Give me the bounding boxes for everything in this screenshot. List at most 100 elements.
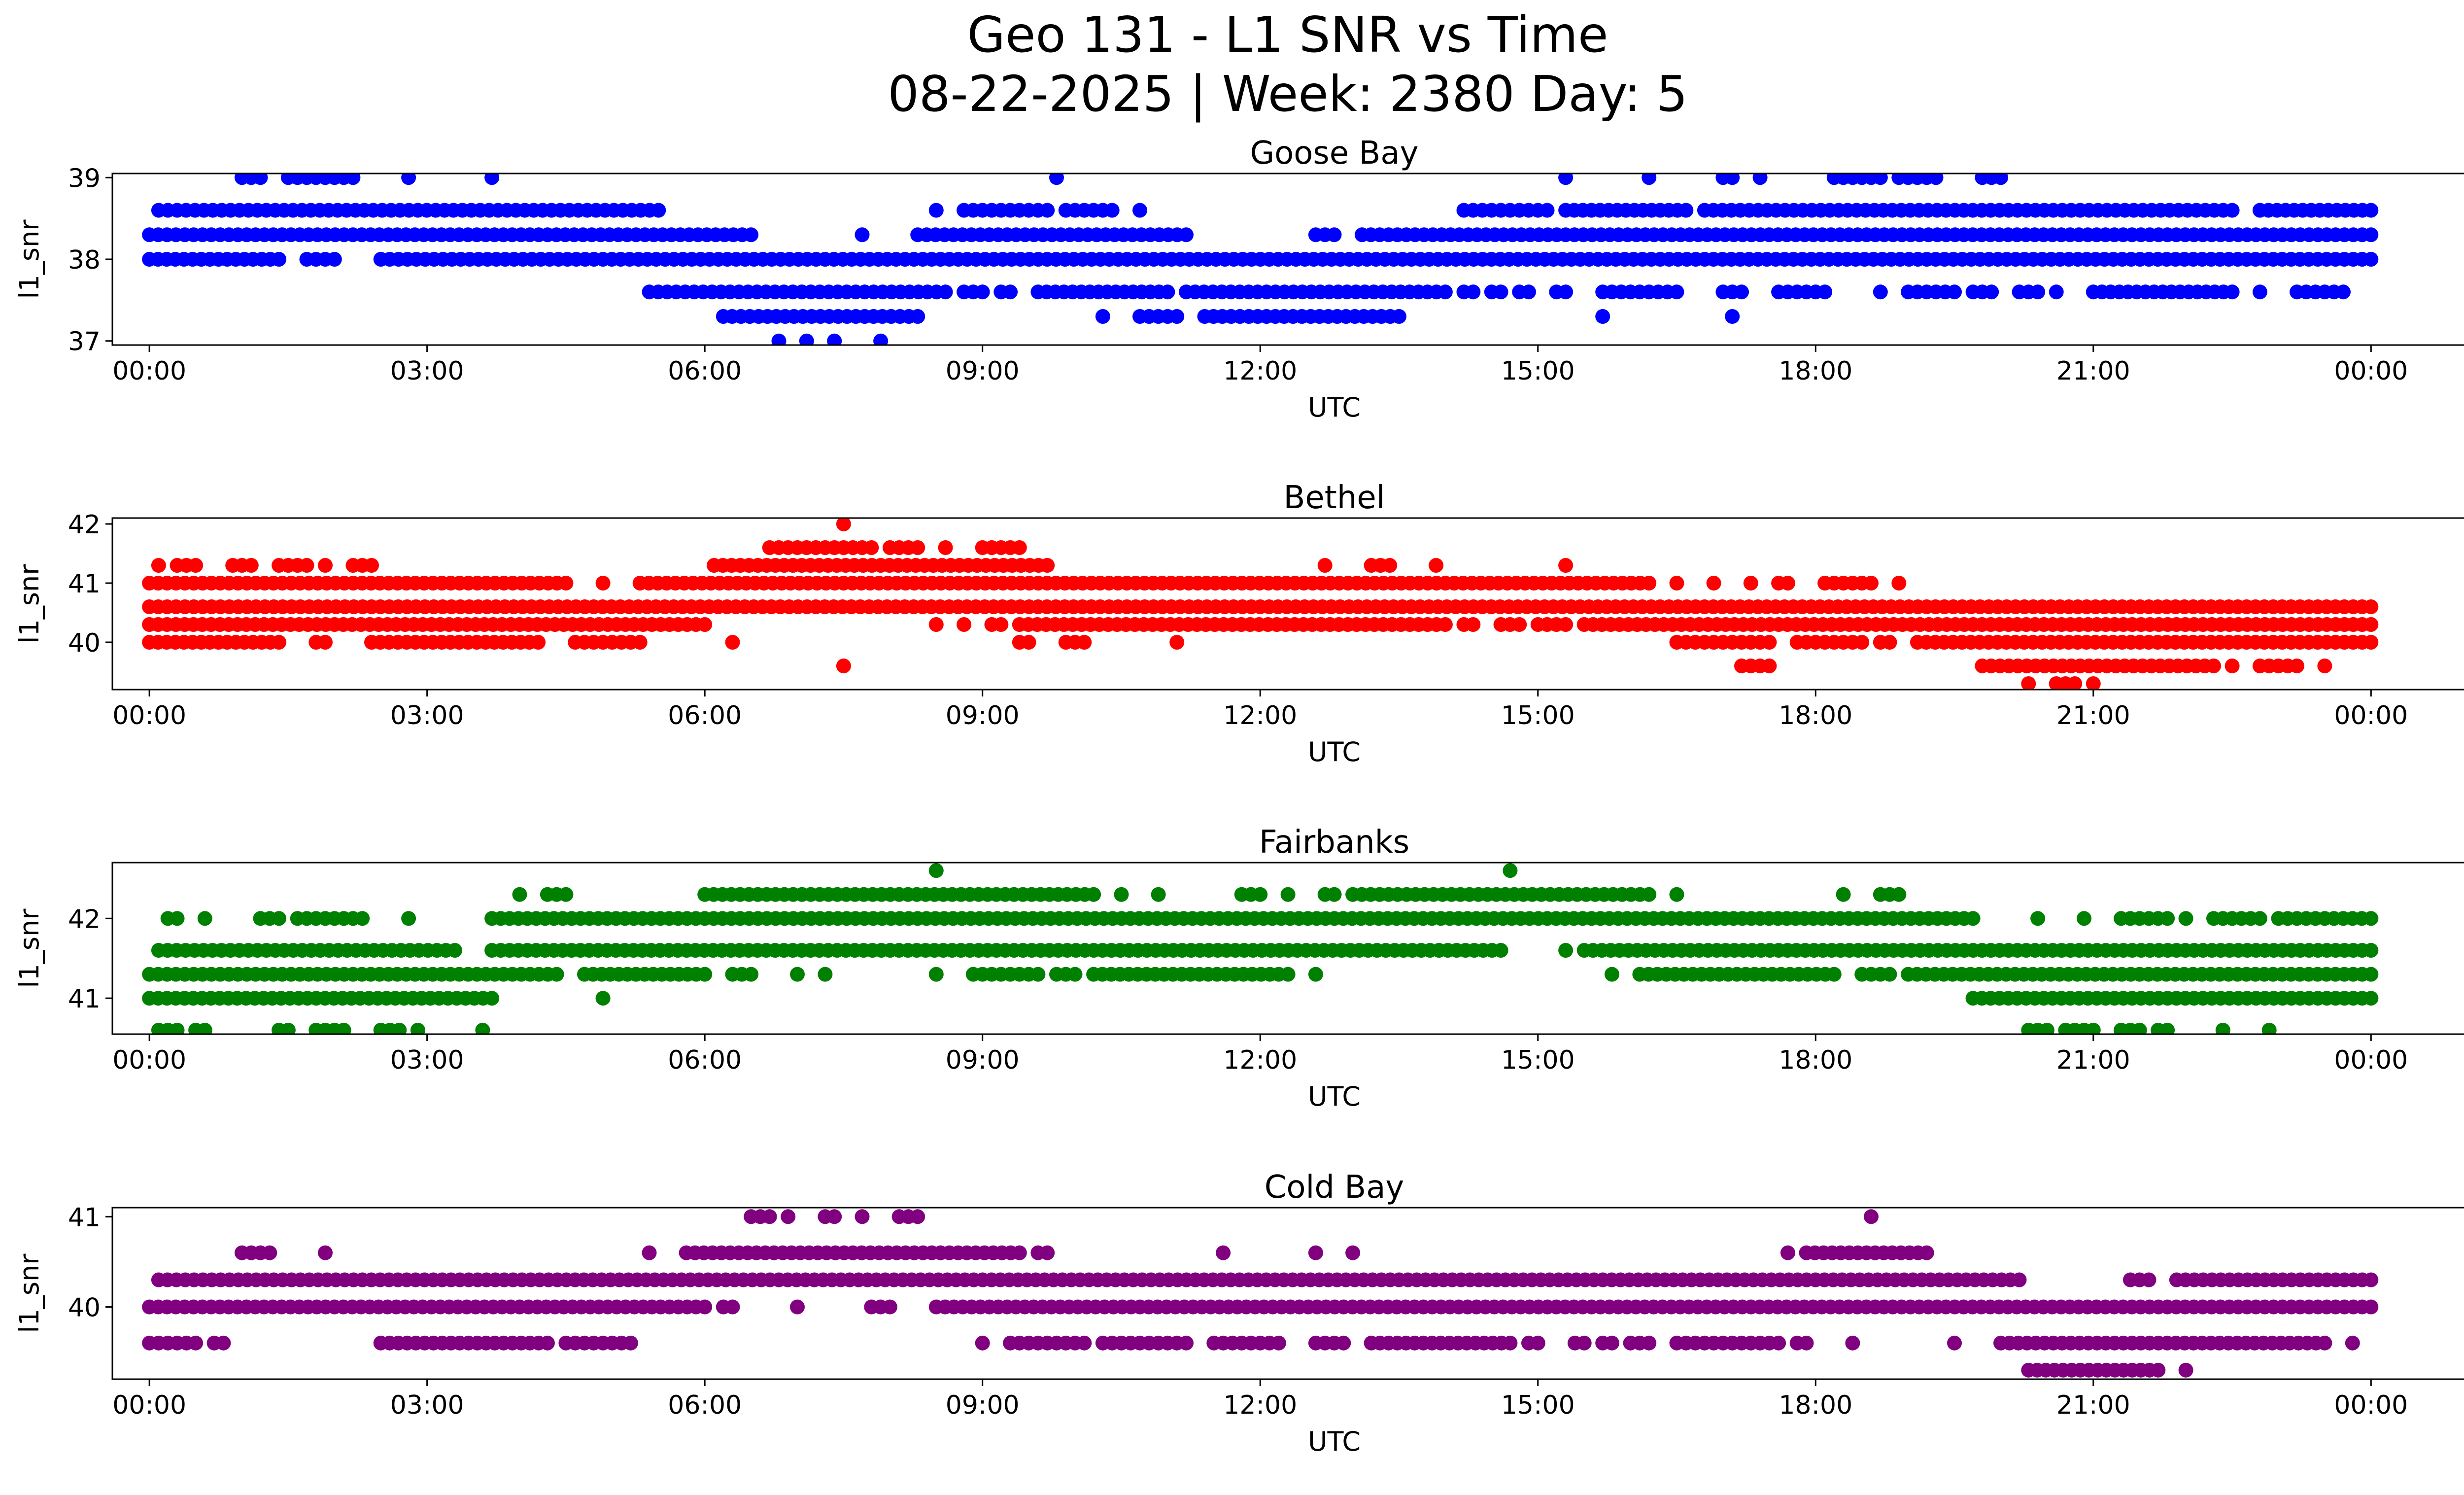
data-point	[938, 540, 953, 555]
data-point	[2178, 911, 2193, 926]
data-point	[401, 911, 416, 926]
x-axis-label: UTC	[1308, 1426, 1361, 1457]
data-point	[2160, 911, 2175, 926]
data-point	[873, 333, 889, 345]
x-axis-label: UTC	[1308, 736, 1361, 767]
data-point	[1179, 227, 1194, 243]
subplot-cold-bay: Cold Bay 00:00 03:00 06:00 09:00 12:00 15:00 18…	[14, 1169, 2464, 1457]
x-tick-label: 09:00	[946, 356, 1020, 386]
data-point	[2178, 1362, 2193, 1378]
data-point	[2345, 1335, 2360, 1351]
data-point	[2224, 659, 2240, 673]
data-point	[1012, 540, 1027, 555]
data-point	[1169, 635, 1185, 650]
data-point	[1595, 309, 1610, 324]
data-point	[1678, 203, 1694, 218]
subplot-panels: Goose Bay 00:00 03:00 06:00 09:00 12:00 15:00 1…	[14, 135, 2464, 1457]
data-point	[595, 991, 611, 1006]
data-point	[1077, 1335, 1092, 1351]
data-point	[725, 1299, 740, 1315]
data-point	[836, 518, 851, 531]
data-point	[2336, 284, 2351, 300]
data-point	[1382, 558, 1398, 573]
data-point	[2086, 676, 2101, 690]
data-point	[2363, 967, 2379, 982]
y-axis-label: l1_snr	[14, 564, 45, 644]
x-tick-label: 15:00	[1501, 1391, 1575, 1420]
data-point	[910, 309, 925, 324]
data-point	[2363, 203, 2379, 218]
data-point	[1160, 284, 1175, 300]
data-point	[762, 1209, 777, 1224]
data-point	[799, 333, 814, 345]
x-tick-label: 12:00	[1223, 1045, 1297, 1075]
x-tick-label: 00:00	[112, 1045, 186, 1075]
data-point	[1132, 203, 1147, 218]
data-point	[1605, 967, 1619, 982]
data-point	[1077, 635, 1092, 650]
data-points	[142, 174, 2379, 345]
data-point	[855, 1209, 870, 1224]
x-tick-label: 03:00	[390, 1391, 464, 1420]
data-point	[188, 558, 204, 573]
data-point	[1558, 617, 1574, 632]
data-point	[1253, 887, 1268, 902]
data-point	[697, 1299, 713, 1315]
data-point	[1826, 967, 1842, 982]
x-tick-label: 09:00	[946, 701, 1020, 730]
data-point	[1466, 284, 1481, 300]
data-point	[1706, 576, 1721, 591]
x-tick-label: 15:00	[1501, 701, 1575, 730]
data-point	[2363, 252, 2379, 267]
data-point	[1308, 1245, 1323, 1260]
data-point	[1179, 1335, 1194, 1351]
data-point	[1558, 943, 1574, 958]
data-point	[1965, 911, 1981, 926]
data-point	[2363, 1299, 2379, 1315]
data-point	[1993, 174, 2008, 185]
data-points	[142, 1209, 2379, 1378]
subplot-title: Bethel	[1283, 480, 1385, 516]
data-point	[642, 1245, 657, 1260]
data-point	[197, 1022, 212, 1034]
data-point	[2049, 284, 2064, 300]
data-point	[2039, 1022, 2054, 1034]
y-axis-label: l1_snr	[14, 1253, 45, 1333]
data-point	[1104, 203, 1120, 218]
data-point	[2215, 1022, 2230, 1034]
data-point	[549, 967, 564, 982]
x-tick-label: 06:00	[668, 356, 742, 386]
data-point	[928, 863, 944, 878]
y-tick-label: 41	[68, 1203, 101, 1232]
data-point	[790, 967, 805, 982]
y-tick-label: 40	[68, 628, 101, 658]
x-tick-label: 06:00	[668, 701, 742, 730]
data-point	[558, 576, 574, 591]
data-point	[938, 284, 953, 300]
x-tick-label: 09:00	[946, 1391, 1020, 1420]
data-point	[170, 1022, 185, 1034]
data-point	[1280, 967, 1296, 982]
data-point	[531, 635, 546, 650]
figure-title-line2: 08-22-2025 | Week: 2380 Day: 5	[888, 65, 1687, 123]
y-tick-label: 41	[68, 984, 101, 1014]
data-point	[1762, 659, 1777, 673]
data-point	[1392, 309, 1406, 324]
x-tick-label: 00:00	[2334, 701, 2408, 730]
data-point	[355, 911, 370, 926]
data-point	[318, 1245, 333, 1260]
data-point	[318, 635, 333, 650]
y-axis-label: l1_snr	[14, 219, 45, 299]
data-point	[262, 1245, 277, 1260]
data-point	[2077, 911, 2091, 926]
data-point	[1114, 887, 1129, 902]
x-axis-label: UTC	[1308, 392, 1361, 423]
data-point	[2363, 1272, 2379, 1287]
data-point	[1743, 576, 1758, 591]
data-point	[1503, 863, 1518, 878]
data-point	[697, 617, 713, 632]
data-point	[928, 967, 944, 982]
data-point	[540, 1335, 555, 1351]
data-point	[1317, 558, 1333, 573]
